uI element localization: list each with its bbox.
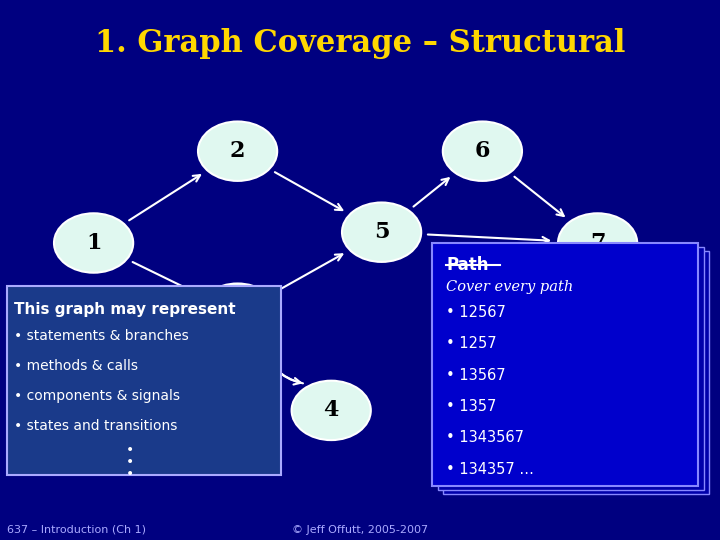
Text: • 12567: • 12567 [446,305,506,320]
Text: 7: 7 [590,232,606,254]
Circle shape [198,122,277,181]
Text: 2: 2 [230,140,246,162]
Text: 1: 1 [86,232,102,254]
Text: 1. Graph Coverage – Structural: 1. Graph Coverage – Structural [95,28,625,59]
Circle shape [558,213,637,273]
FancyBboxPatch shape [432,243,698,486]
Text: • 13567: • 13567 [446,368,506,383]
Text: • 1357: • 1357 [446,399,497,414]
Text: 637 – Introduction (Ch 1): 637 – Introduction (Ch 1) [7,524,146,535]
Text: • states and transitions: • states and transitions [14,418,178,433]
Circle shape [54,213,133,273]
Text: © Jeff Offutt, 2005-2007: © Jeff Offutt, 2005-2007 [292,524,428,535]
Text: Cover every path: Cover every path [446,280,574,294]
Text: 5: 5 [374,221,390,243]
FancyArrowPatch shape [129,175,200,220]
FancyArrowPatch shape [275,254,342,292]
Text: Path: Path [446,256,489,274]
Circle shape [292,381,371,440]
FancyBboxPatch shape [443,251,709,494]
Circle shape [443,122,522,181]
Text: • methods & calls: • methods & calls [14,359,138,373]
Circle shape [198,284,277,343]
FancyArrowPatch shape [264,342,301,384]
Text: 4: 4 [323,400,339,421]
Text: • components & signals: • components & signals [14,389,181,403]
Circle shape [342,202,421,262]
Text: 3: 3 [230,302,246,324]
FancyArrowPatch shape [413,178,449,207]
FancyArrowPatch shape [132,262,197,293]
FancyArrowPatch shape [275,172,342,210]
FancyBboxPatch shape [438,247,704,490]
Text: •: • [125,467,134,481]
Text: • 1257: • 1257 [446,336,497,352]
Text: This graph may represent: This graph may represent [14,302,236,318]
Text: • 1343567: • 1343567 [446,430,524,445]
Text: • 134357 …: • 134357 … [446,462,534,477]
FancyBboxPatch shape [7,286,281,475]
Text: •: • [125,443,134,457]
Text: •: • [125,455,134,469]
FancyArrowPatch shape [428,234,549,244]
Text: • statements & branches: • statements & branches [14,329,189,343]
FancyArrowPatch shape [514,177,564,216]
FancyArrowPatch shape [262,345,303,383]
Text: 6: 6 [474,140,490,162]
